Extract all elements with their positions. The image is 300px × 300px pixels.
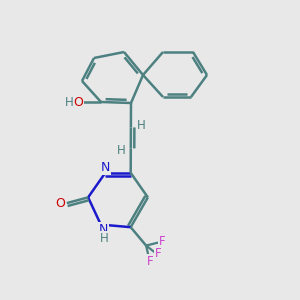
Text: H: H	[136, 119, 145, 132]
Text: H: H	[116, 144, 125, 157]
Text: O: O	[73, 95, 83, 109]
Text: H: H	[99, 232, 108, 245]
Text: F: F	[159, 235, 165, 248]
Text: F: F	[147, 255, 153, 268]
Text: N: N	[100, 161, 110, 174]
Text: F: F	[155, 247, 161, 260]
Text: O: O	[55, 196, 65, 210]
Text: H: H	[64, 95, 74, 109]
Text: N: N	[99, 223, 109, 236]
